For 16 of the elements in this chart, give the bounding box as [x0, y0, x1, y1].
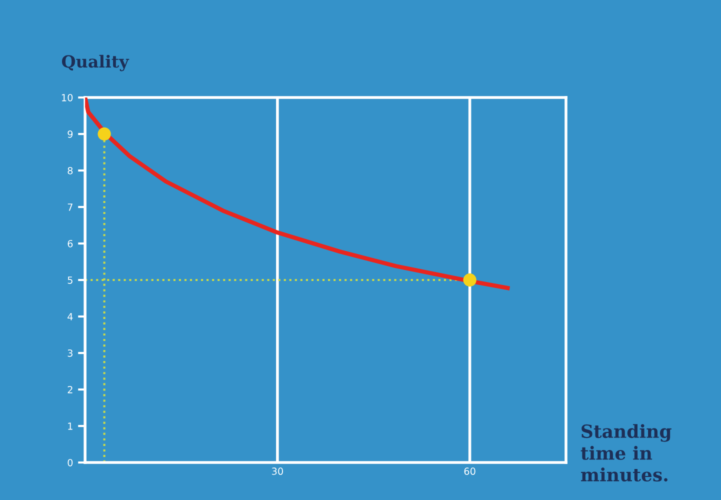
y-tick-label: 0 [68, 458, 73, 466]
y-tick-label: 9 [68, 130, 73, 138]
y-tick-label: 1 [68, 422, 72, 430]
y-tick-label: 4 [68, 313, 73, 320]
y-tick-label: 10 [62, 94, 73, 102]
y-tick-label: 7 [68, 204, 72, 211]
y-tick-label: 3 [68, 349, 72, 357]
y-tick-label: 2 [68, 386, 72, 394]
line-series [85, 98, 510, 290]
x-axis-title: Standing time in minutes. [580, 424, 672, 482]
y-tick-label: 6 [68, 240, 73, 248]
y-tick-label: 5 [68, 276, 72, 284]
y-axis-title: Quality [62, 54, 130, 72]
x-tick-label: 60 [464, 468, 476, 475]
y-tick-label: 8 [68, 166, 73, 174]
x-tick-label: 30 [272, 468, 283, 475]
